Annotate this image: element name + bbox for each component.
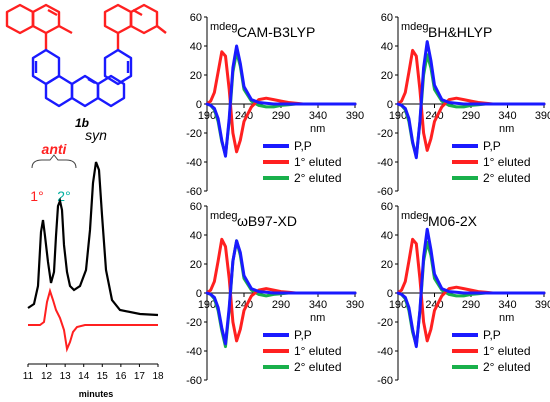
x-tick-label: 290 [462,299,480,311]
y-tick-label: 20 [381,259,393,271]
y-tick-label: 60 [190,201,202,213]
pyranochromene-core [31,48,133,108]
time-tick-label: 15 [97,371,109,382]
y-tick-label: -40 [186,157,202,169]
time-tick-label: 12 [41,371,53,382]
x-axis-unit: nm [310,123,325,135]
y-axis-unit: mdeg [401,21,429,33]
panel-title: BH&HLYP [428,24,492,40]
y-tick-label: 0 [196,288,202,300]
y-tick-label: -20 [186,317,202,329]
x-axis-unit: nm [499,123,514,135]
time-tick-label: 18 [152,371,164,382]
legend-label: 1° eluted [483,344,531,358]
series-line-pp [396,227,546,349]
uv-trace [27,161,159,317]
series-line-pp [396,40,546,160]
y-tick-label: 40 [381,41,393,53]
x-tick-label: 390 [346,110,364,122]
x-tick-label: 290 [272,110,290,122]
anti-bracket [31,154,77,169]
x-axis-unit: nm [310,312,325,324]
time-axis-label: minutes [79,389,114,399]
y-tick-label: 20 [190,70,202,82]
legend-label: 2° eluted [294,360,342,374]
x-tick-label: 390 [346,299,364,311]
y-tick-label: 0 [387,288,393,300]
y-tick-label: -20 [377,128,393,140]
y-tick-label: -20 [377,317,393,329]
y-tick-label: -60 [377,375,393,387]
y-axis-unit: mdeg [401,210,429,222]
y-tick-label: -40 [377,346,393,358]
legend-label: 1° eluted [294,155,342,169]
legend-label: P,P [294,328,312,342]
legend-label: P,P [483,139,501,153]
y-tick-label: -20 [186,128,202,140]
y-tick-label: -60 [186,375,202,387]
legend-label: P,P [294,139,312,153]
cd-trace [28,287,158,353]
x-tick-label: 340 [309,110,327,122]
x-tick-label: 290 [462,110,480,122]
cd-panel-m06-2x: 6040200-20-40-60190240290340390mdegnmM06… [377,201,550,387]
y-tick-label: 40 [190,41,202,53]
x-tick-label: 190 [389,110,407,122]
time-axis-ticks: 11 12 13 14 15 16 17 18 [23,364,164,382]
y-tick-label: 60 [381,12,393,24]
x-tick-label: 190 [198,110,216,122]
y-tick-label: 60 [190,12,202,24]
legend-label: 1° eluted [483,155,531,169]
time-tick-label: 16 [115,371,127,382]
y-tick-label: 40 [381,230,393,242]
chromatogram: syn anti 1° 2° 11 12 13 14 15 16 17 18 minutes [23,127,164,399]
time-tick-label: 11 [23,371,34,382]
legend-label: 1° eluted [294,344,342,358]
y-tick-label: 0 [387,99,393,111]
x-tick-label: 390 [535,110,550,122]
x-tick-label: 190 [389,299,407,311]
time-tick-label: 13 [60,371,72,382]
legend-label: P,P [483,328,501,342]
x-tick-label: 340 [498,110,516,122]
y-tick-label: 0 [196,99,202,111]
panel-title: ωB97-XD [237,213,297,229]
y-tick-label: -60 [377,186,393,198]
panel-title: M06-2X [428,213,478,229]
y-tick-label: 40 [190,230,202,242]
time-tick-label: 17 [134,371,146,382]
legend-label: 2° eluted [294,171,342,185]
y-tick-label: 60 [381,201,393,213]
y-tick-label: -60 [186,186,202,198]
y-tick-label: 20 [381,70,393,82]
series-line-pp [205,239,357,346]
x-tick-label: 190 [198,299,216,311]
x-tick-label: 390 [535,299,550,311]
panel-title: CAM-B3LYP [237,24,315,40]
legend-label: 2° eluted [483,360,531,374]
cd-panel-bhandhlyp: 6040200-20-40-60190240290340390mdegnmBH&… [377,12,550,198]
left-naphthyl-group [5,3,73,50]
y-axis-unit: mdeg [210,21,238,33]
y-tick-label: -40 [186,346,202,358]
y-tick-label: 20 [190,259,202,271]
peak-1-label: 1° [30,188,43,204]
time-tick-label: 14 [78,371,90,382]
y-axis-unit: mdeg [210,210,238,222]
anti-label: anti [42,141,68,157]
legend-label: 2° eluted [483,171,531,185]
x-axis-unit: nm [499,312,514,324]
right-naphthyl-group [103,3,167,50]
molecule-structure [5,3,167,108]
syn-label: syn [85,127,107,143]
compound-label: 1b [75,116,89,130]
series-line-pp [205,44,357,158]
x-tick-label: 290 [272,299,290,311]
y-tick-label: -40 [377,157,393,169]
x-tick-label: 340 [498,299,516,311]
x-tick-label: 340 [309,299,327,311]
